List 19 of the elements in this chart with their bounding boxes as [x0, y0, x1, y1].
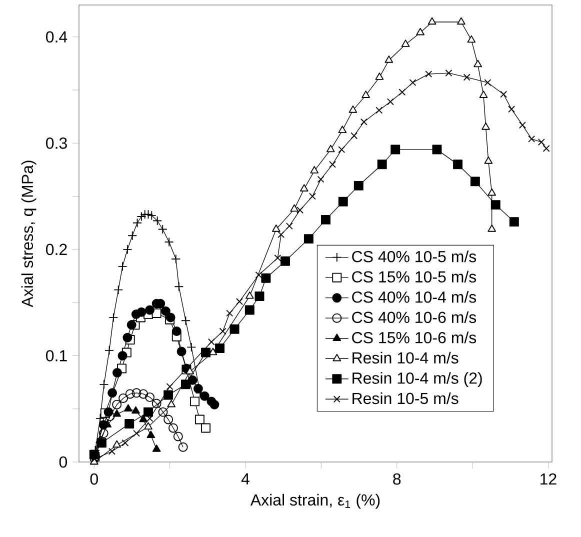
legend-label: CS 15% 10-6 m/s	[352, 332, 476, 344]
y-tick-label: 0	[59, 456, 68, 468]
y-axis-title: Axial stress, q (MPa)	[21, 160, 36, 308]
x-tick-label: 12	[540, 473, 556, 485]
legend-label: Resin 10-4 m/s (2)	[352, 372, 482, 387]
legend-label: CS 40% 10-4 m/s	[352, 291, 476, 303]
x-tick-label: 8	[393, 473, 401, 485]
legend-label: CS 40% 10-5 m/s	[352, 250, 476, 262]
legend-label: CS 15% 10-5 m/s	[352, 270, 476, 283]
y-tick-label: 0.3	[46, 138, 67, 149]
y-tick-label: 0.4	[46, 31, 68, 43]
x-axis-title: Axial strain, ε$_{1}$ (%)	[250, 494, 380, 509]
y-tick-label: 0.2	[46, 244, 67, 256]
x-tick-label: 0	[90, 473, 98, 485]
x-tick-label: 4	[241, 473, 250, 484]
legend-label: Resin 10-5 m/s	[352, 392, 458, 404]
y-tick-label: 0.1	[46, 350, 67, 362]
legend-label: CS 40% 10-6 m/s	[352, 311, 476, 324]
legend-label: Resin 10-4 m/s	[352, 352, 458, 364]
